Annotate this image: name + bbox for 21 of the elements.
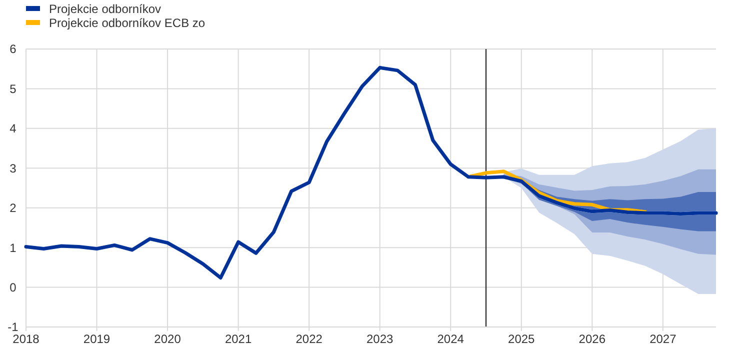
legend-label: Projekcie odborníkov (49, 2, 162, 16)
x-tick-label: 2026 (578, 332, 606, 346)
x-tick-label: 2027 (650, 332, 677, 346)
y-tick-label: 6 (10, 42, 17, 56)
x-tick-label: 2023 (366, 332, 394, 346)
x-tick-label: 2024 (437, 332, 464, 346)
y-tick-label: 4 (10, 122, 17, 136)
y-tick-label: 3 (10, 161, 17, 176)
x-tick-label: 2018 (12, 332, 40, 346)
y-tick-label: -1 (8, 320, 19, 334)
x-tick-label: 2020 (154, 332, 182, 346)
legend-label: Projekcie odborníkov ECB zo (49, 16, 206, 30)
line-series (24, 66, 718, 280)
x-tick-label: 2025 (508, 332, 536, 346)
y-tick-label: 0 (10, 280, 17, 294)
y-tick-label: 2 (10, 201, 17, 216)
x-tick-label: 2021 (224, 332, 252, 346)
y-tick-label: 1 (10, 240, 17, 255)
x-tick-label: 2022 (296, 332, 323, 346)
x-tick-label: 2019 (83, 332, 110, 346)
y-tick-label: 5 (10, 82, 17, 96)
